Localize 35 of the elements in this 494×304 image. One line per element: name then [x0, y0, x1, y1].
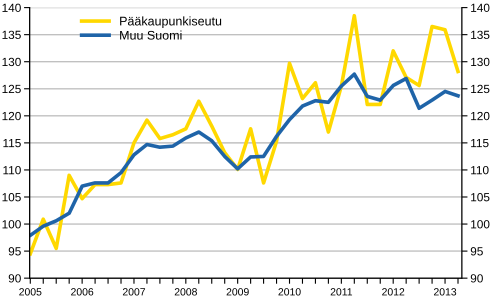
y2-tick-label: 120 — [471, 112, 490, 120]
y-tick-label: 100 — [2, 220, 21, 228]
x-tick-label: 2006 — [71, 288, 94, 296]
y-tick-label: 115 — [3, 139, 21, 148]
x-tick-label: 2010 — [278, 288, 301, 296]
y2-tick-label: 100 — [471, 220, 490, 228]
x-tick-label: 2007 — [122, 288, 146, 296]
y-tick-label: 110 — [3, 166, 21, 174]
x-tick-label: 2009 — [226, 288, 249, 296]
x-tick-label: 2013 — [434, 288, 456, 296]
y-tick-label: 90 — [8, 274, 21, 283]
y2-tick-label: 110 — [471, 166, 489, 174]
y2-tick-label: 125 — [471, 84, 490, 94]
x-tick-label: 2011 — [330, 288, 352, 296]
y-tick-label: 95 — [8, 247, 21, 256]
legend-label: Muu Suomi — [120, 30, 182, 40]
y-tick-label: 135 — [2, 30, 21, 40]
x-tick-label: 2012 — [382, 288, 404, 296]
y-tick-label: 140 — [2, 4, 21, 12]
y2-tick-label: 130 — [471, 58, 490, 66]
y2-tick-label: 105 — [471, 193, 490, 202]
line-series — [30, 72, 460, 238]
x-tick-label: 2008 — [174, 288, 197, 296]
y-tick-label: 130 — [2, 58, 21, 66]
y-tick-label: 120 — [2, 112, 21, 120]
legend-label: Pääkaupunkiseutu — [120, 16, 222, 28]
y2-tick-label: 115 — [471, 139, 489, 148]
y2-tick-label: 95 — [470, 247, 483, 256]
x-tick-label: 2005 — [19, 288, 42, 296]
y2-tick-label: 90 — [470, 274, 483, 283]
y2-tick-label: 135 — [471, 30, 490, 40]
line-series — [30, 14, 460, 256]
y-tick-label: 125 — [2, 84, 21, 94]
y2-tick-label: 140 — [471, 4, 490, 12]
y-tick-label: 105 — [2, 193, 21, 202]
